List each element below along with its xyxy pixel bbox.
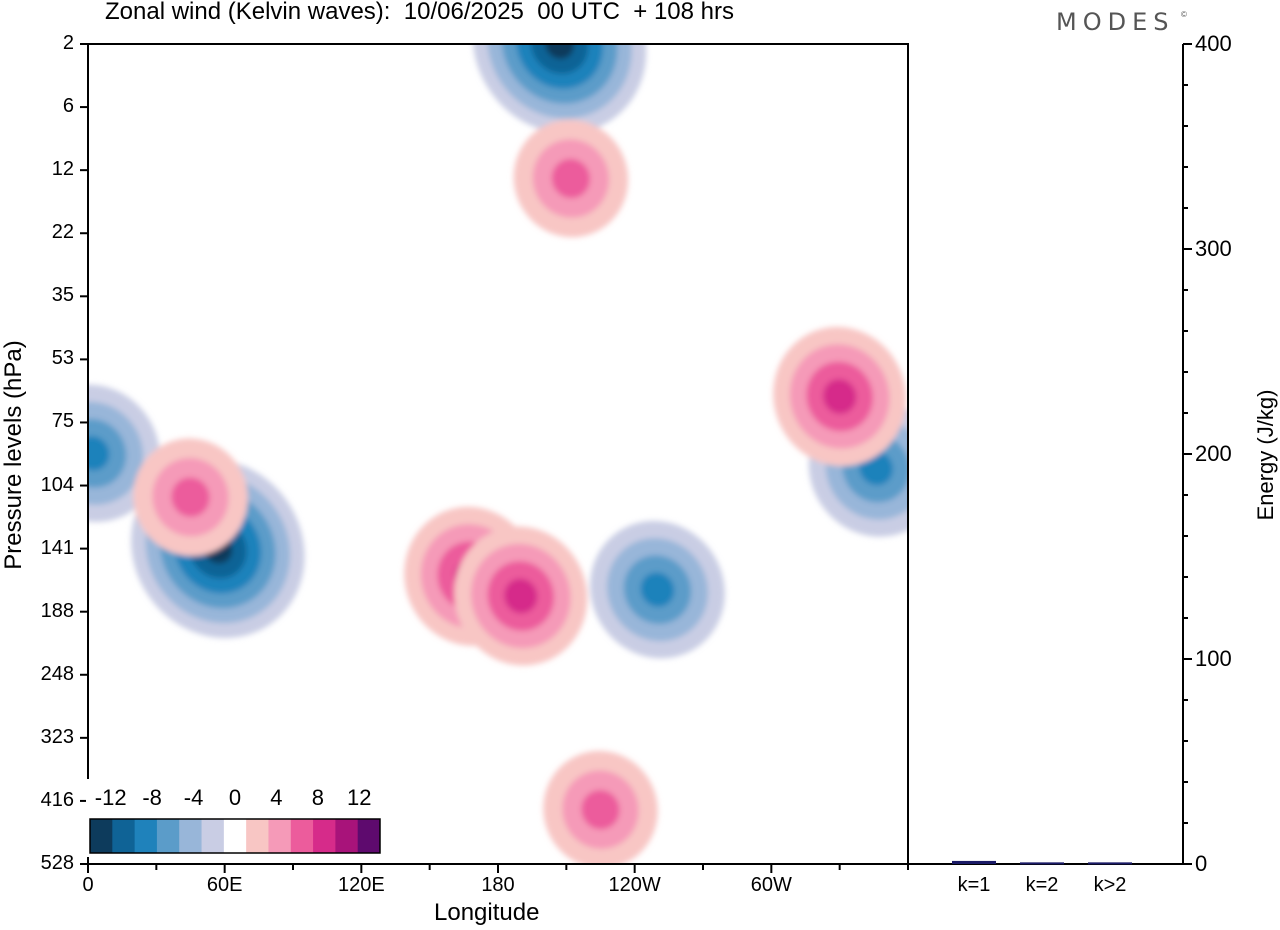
chart-title: Zonal wind (Kelvin waves): 10/06/2025 00… [105,0,734,25]
colorbar-tick-label: -4 [183,785,204,810]
energy-tick-label: 200 [1195,441,1232,466]
colorbar [86,779,384,857]
longitude-tick-label: 0 [82,874,94,896]
contour-negative-3-4 [640,572,675,607]
pressure-tick-label: 248 [40,662,74,685]
longitude-tick-label: 120E [337,874,385,896]
pressure-tick-label: 104 [40,473,74,496]
energy-bars [952,860,1132,865]
colorbar-swatch [357,819,381,853]
longitude-tick-label: 60W [750,874,792,896]
contour-positive-8-3 [551,158,590,199]
colorbar-swatch [179,819,203,853]
wavenumber-label: k=1 [957,874,991,896]
pressure-tick-label: 12 [51,158,74,181]
energy-tick-label: 100 [1195,646,1232,671]
colorbar-tick-label: 0 [228,785,242,810]
contour-positive-6-4 [504,578,538,614]
contour-positive-10-3 [581,790,620,830]
wavenumber-label: k>2 [1093,874,1127,896]
pressure-tick-label: 188 [40,599,74,622]
energy-bar-k>2 [1088,862,1132,865]
pressure-tick-label: 528 [40,852,74,874]
colorbar-swatch [134,819,158,853]
contour-negative-4-4 [88,436,110,471]
axes [80,43,1192,873]
colorbar-swatch [290,819,314,853]
colorbar-swatch [90,819,113,853]
colorbar-swatch [268,819,292,853]
colorbar-tick-label: -12 [94,785,127,810]
heatmap-field [88,44,908,864]
pressure-tick-label: 2 [62,32,74,54]
pressure-tick-label: 323 [40,725,74,748]
colorbar-frame [89,818,381,854]
pressure-tick-label: 35 [51,284,74,307]
contour-positive-9-3 [171,477,210,517]
energy-tick-label: 300 [1195,236,1232,261]
energy-bar-k=2 [1020,862,1064,865]
colorbar-swatch [201,819,225,853]
brand-logo: MODES [1056,8,1175,36]
energy-bar-k=1 [952,860,996,864]
pressure-tick-label: 53 [51,347,74,370]
energy-tick-label: 0 [1195,851,1208,876]
longitude-tick-label: 60E [206,874,243,896]
longitude-tick-label: 120W [608,874,661,896]
contour-negative-1-5 [530,44,589,74]
pressure-tick-label: 22 [51,221,74,244]
contour-group [88,44,908,864]
colorbar-swatch [156,819,180,853]
colorbar-swatch [246,819,269,853]
energy-tick-label: 400 [1195,31,1232,56]
wavenumber-label: k=2 [1025,874,1059,896]
colorbar-tick-label: -8 [142,785,162,810]
brand-mark: © [1181,10,1187,19]
colorbar-swatch [223,819,247,853]
pressure-tick-label: 75 [51,410,74,433]
colorbar-tick-label: 12 [347,785,372,810]
colorbar-tick-label: 8 [311,785,324,810]
colorbar-tick-label: 4 [270,785,283,810]
pressure-tick-label: 141 [40,536,74,559]
colorbar-swatch [335,819,359,853]
energy-axis-label: Energy (J/kg) [1253,389,1278,521]
longitude-tick-label: 180 [481,874,515,896]
pressure-tick-label: 416 [40,788,74,811]
colorbar-swatch [112,819,136,853]
x-axis-label: Longitude [434,899,540,926]
pressure-tick-label: 6 [62,95,74,118]
y-axis-label: Pressure levels (hPa) [0,340,27,570]
contour-positive-7-4 [823,379,857,414]
colorbar-swatch [313,819,336,853]
